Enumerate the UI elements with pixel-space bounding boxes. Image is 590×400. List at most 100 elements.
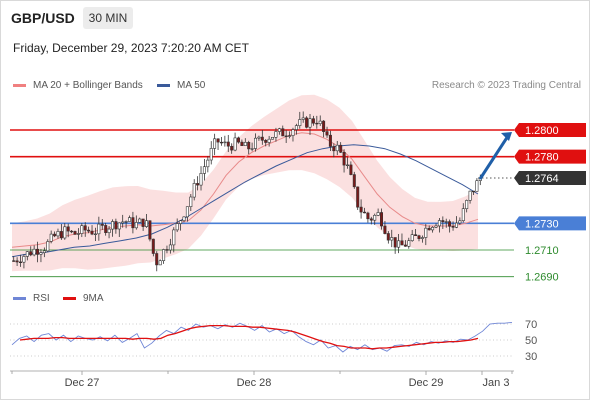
candle <box>93 227 97 241</box>
candle <box>117 222 121 237</box>
candle <box>233 132 237 152</box>
candle <box>87 226 91 234</box>
candle-body <box>454 222 458 228</box>
candle <box>250 142 254 152</box>
candle-body <box>448 221 452 227</box>
rsi-swatch <box>13 297 26 300</box>
candle <box>264 138 268 147</box>
candle <box>461 203 465 223</box>
candle-body <box>352 174 356 188</box>
candle-body <box>410 234 414 241</box>
candle-body <box>414 234 418 236</box>
candle <box>168 238 172 254</box>
candle-body <box>70 230 74 233</box>
legend-rsi-label: RSI <box>33 293 50 304</box>
candle-body <box>141 218 145 227</box>
candle <box>59 224 63 240</box>
candle <box>465 199 469 213</box>
candle-body <box>301 117 305 120</box>
candle <box>322 120 326 138</box>
candle <box>301 111 305 123</box>
candle-body <box>185 206 189 218</box>
candle-body <box>182 216 186 221</box>
9ma-swatch <box>63 297 76 300</box>
candle-body <box>386 233 390 241</box>
candle <box>325 126 329 138</box>
candle <box>332 143 336 158</box>
legend-rsi: RSI <box>13 293 50 304</box>
symbol-title: GBP/USD <box>11 10 75 26</box>
candle <box>369 216 373 225</box>
candle <box>90 225 94 236</box>
candle-body <box>267 138 271 143</box>
candle-body <box>240 141 244 147</box>
candle <box>342 149 346 173</box>
candle <box>80 223 84 238</box>
candle-body <box>199 173 203 186</box>
candle-body <box>444 221 448 223</box>
candle-body <box>90 230 94 235</box>
candle <box>298 111 302 129</box>
candle-body <box>270 137 274 140</box>
projection-arrow-head <box>501 132 512 141</box>
candle <box>284 130 288 143</box>
legend-ma50-label: MA 50 <box>177 80 206 91</box>
candle <box>373 213 377 225</box>
candle-body <box>342 152 346 166</box>
candle-body <box>335 144 339 152</box>
candle-body <box>25 251 29 257</box>
candle-body <box>73 231 77 235</box>
candle-body <box>66 226 70 232</box>
candle-body <box>175 223 179 231</box>
candle-body <box>114 221 118 230</box>
candle <box>15 257 19 266</box>
candle-body <box>32 248 36 256</box>
candle <box>328 130 332 152</box>
candle <box>468 190 472 204</box>
candle-body <box>373 215 377 221</box>
candle <box>220 136 224 146</box>
candle-body <box>226 141 230 147</box>
candle-body <box>356 186 360 208</box>
candle <box>427 225 431 231</box>
candle-body <box>345 164 349 166</box>
candle-body <box>196 183 200 186</box>
candle-body <box>332 146 336 152</box>
candle-body <box>42 250 46 254</box>
candle-body <box>458 220 462 224</box>
rsi-tick-0: 70 <box>525 319 537 331</box>
candle-body <box>281 128 285 137</box>
candle-body <box>417 235 421 239</box>
candle <box>32 245 36 257</box>
candle-body <box>403 244 407 247</box>
legend-9ma: 9MA <box>63 293 104 304</box>
timeframe-badge[interactable]: 30 MIN <box>83 7 133 29</box>
candle <box>424 224 428 246</box>
candle-body <box>93 233 97 235</box>
candle-body <box>220 141 224 144</box>
candle <box>257 135 261 141</box>
x-tick-label-1: Dec 28 <box>237 377 272 389</box>
candle <box>124 220 128 229</box>
candle <box>417 234 421 242</box>
candle <box>172 227 176 253</box>
candle <box>471 190 475 195</box>
candle <box>46 239 50 253</box>
x-tick-label-2: Dec 29 <box>409 377 444 389</box>
candle <box>441 216 445 229</box>
candle <box>434 223 438 229</box>
candle <box>356 186 360 210</box>
timestamp: Friday, December 29, 2023 7:20:20 AM CET <box>13 41 249 55</box>
candle-body <box>362 211 366 214</box>
candle <box>107 225 111 239</box>
candle <box>134 215 138 230</box>
candle <box>335 140 339 156</box>
candle-body <box>100 223 104 226</box>
candle <box>294 123 298 135</box>
candle <box>475 178 479 192</box>
candle <box>349 161 353 176</box>
candle-body <box>18 261 22 263</box>
candle <box>151 238 155 257</box>
candle-body <box>461 208 465 221</box>
candle-body <box>53 233 57 237</box>
